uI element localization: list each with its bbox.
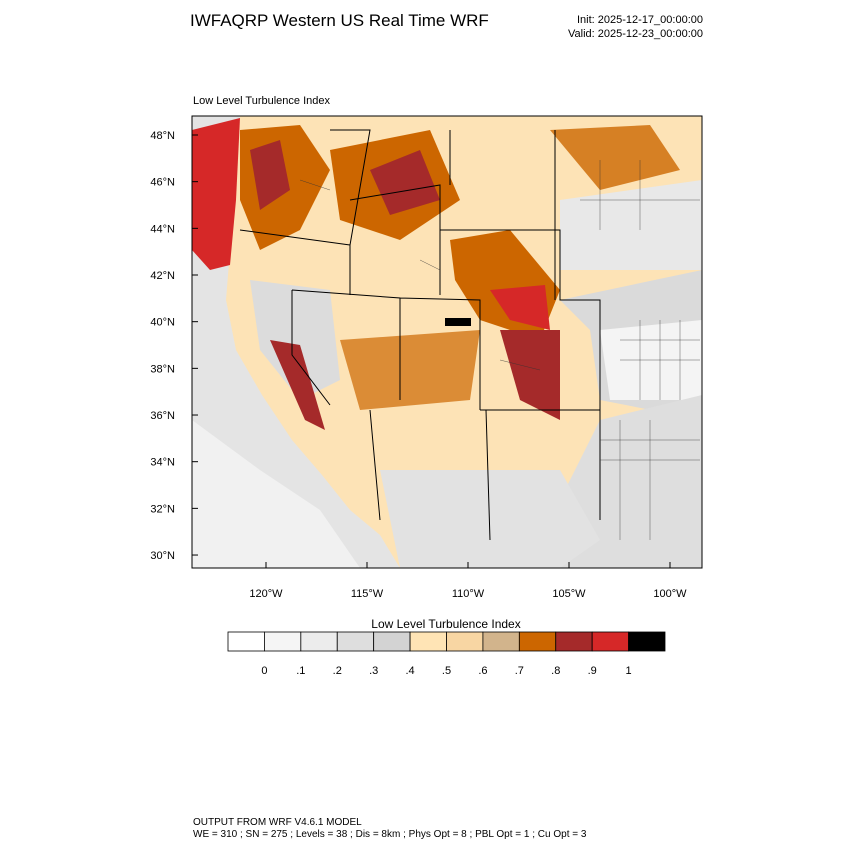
legend-label: .1 bbox=[296, 665, 305, 677]
legend-swatch bbox=[446, 631, 484, 652]
cascades-core bbox=[250, 140, 290, 210]
init-time: Init: 2025-12-17_00:00:00 bbox=[577, 14, 703, 26]
colorado-core bbox=[490, 285, 550, 330]
lat-label: 38°N bbox=[150, 363, 175, 375]
legend-swatch bbox=[227, 631, 265, 652]
legend-swatch bbox=[518, 631, 557, 652]
ocean bbox=[192, 116, 400, 568]
map-frame bbox=[191, 115, 703, 569]
legend-swatch bbox=[591, 631, 629, 652]
lat-label: 44°N bbox=[150, 223, 175, 235]
ocean-south bbox=[192, 420, 360, 568]
legend-label: .4 bbox=[405, 665, 414, 677]
legend-swatch bbox=[628, 631, 666, 652]
front-range bbox=[500, 330, 560, 420]
lon-label: 100°W bbox=[653, 588, 687, 600]
legend-swatch bbox=[264, 631, 302, 652]
footer-line: OUTPUT FROM WRF V4.6.1 MODEL bbox=[193, 817, 362, 828]
valid-time: Valid: 2025-12-23_00:00:00 bbox=[568, 28, 703, 40]
lat-label: 42°N bbox=[150, 270, 175, 282]
footer-line: WE = 310 ; SN = 275 ; Levels = 38 ; Dis … bbox=[193, 829, 587, 840]
legend-swatch bbox=[336, 631, 375, 652]
lon-label: 110°W bbox=[452, 588, 485, 600]
utah-ranges bbox=[340, 330, 480, 410]
legend-swatch bbox=[373, 631, 411, 652]
legend-swatch bbox=[300, 631, 338, 652]
sierra bbox=[270, 340, 325, 430]
lat-label: 40°N bbox=[150, 317, 175, 329]
lat-label: 36°N bbox=[150, 410, 175, 422]
lat-label: 34°N bbox=[150, 457, 175, 469]
legend-label: .3 bbox=[369, 665, 378, 677]
legend-swatch bbox=[409, 631, 447, 652]
black-cell bbox=[445, 318, 471, 326]
legend-label: 0 bbox=[261, 665, 267, 677]
red-offshore bbox=[192, 118, 240, 270]
basin-gray bbox=[250, 280, 340, 400]
north-plains bbox=[560, 180, 702, 270]
texas-gray bbox=[560, 395, 702, 568]
lat-label: 48°N bbox=[150, 130, 175, 142]
legend-swatch bbox=[482, 631, 520, 652]
lat-label: 46°N bbox=[150, 177, 175, 189]
legend-label: .6 bbox=[478, 665, 487, 677]
lat-label: 32°N bbox=[150, 503, 175, 515]
n-plains-band bbox=[550, 125, 680, 190]
map bbox=[191, 115, 703, 569]
legend-label: .7 bbox=[515, 665, 524, 677]
lon-label: 115°W bbox=[351, 588, 384, 600]
main-title: IWFAQRP Western US Real Time WRF bbox=[190, 11, 489, 30]
legend-label: .9 bbox=[588, 665, 597, 677]
legend-label: .5 bbox=[442, 665, 451, 677]
legend-label: .2 bbox=[333, 665, 342, 677]
legend-label: .8 bbox=[551, 665, 560, 677]
legend-swatch bbox=[555, 631, 593, 652]
lon-label: 120°W bbox=[249, 588, 283, 600]
lon-label: 105°W bbox=[552, 588, 586, 600]
legend-title: Low Level Turbulence Index bbox=[371, 617, 520, 631]
legend-label: 1 bbox=[626, 665, 632, 677]
south-gray bbox=[380, 470, 600, 568]
n-rockies-core bbox=[370, 150, 440, 215]
plot-title: Low Level Turbulence Index bbox=[193, 95, 330, 107]
lat-label: 30°N bbox=[150, 550, 175, 562]
